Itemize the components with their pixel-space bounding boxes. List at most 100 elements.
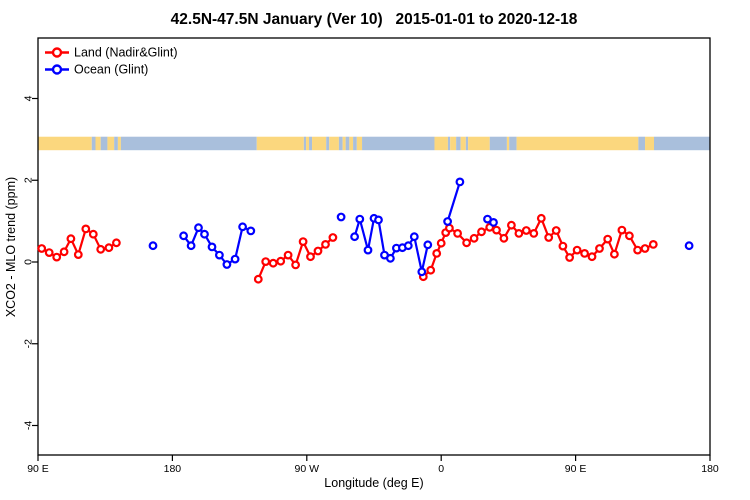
- data-point-ocean: [386, 253, 395, 263]
- data-point-land: [306, 252, 315, 262]
- data-point-land: [66, 234, 76, 244]
- data-point-ocean: [684, 241, 694, 251]
- map-strip-land-segment: [329, 136, 339, 151]
- data-point-land: [432, 248, 442, 258]
- y-axis-title: XCO2 - MLO trend (ppm): [4, 177, 18, 317]
- data-point-land: [96, 244, 106, 254]
- plot-frame: [37, 37, 711, 456]
- data-point-ocean: [443, 217, 453, 226]
- data-point-land: [507, 220, 516, 230]
- plot-area: 90 E 180 90 W 0 90 E 180 -4 -2 0 2 4: [23, 37, 719, 475]
- data-point-land: [633, 245, 642, 255]
- data-point-land: [261, 257, 271, 267]
- data-point-land: [536, 213, 546, 223]
- data-point-land: [617, 225, 627, 235]
- data-point-land: [313, 246, 323, 256]
- data-point-land: [276, 256, 286, 266]
- map-strip-land-segment: [356, 136, 363, 151]
- map-strip-land-segment: [516, 136, 639, 151]
- data-point-land: [298, 237, 308, 247]
- data-point-land: [565, 253, 574, 262]
- data-point-land: [81, 224, 91, 234]
- data-point-ocean: [374, 215, 383, 225]
- data-point-ocean: [238, 222, 248, 232]
- x-tick-label: 90 E: [27, 463, 49, 475]
- chart-title: 42.5N-47.5N January (Ver 10) 2015-01-01 …: [171, 11, 578, 28]
- data-point-land: [603, 234, 613, 244]
- data-point-land: [453, 228, 463, 238]
- map-strip-ocean-segment: [362, 136, 435, 151]
- map-strip-ocean-segment: [654, 136, 710, 151]
- map-strip-ocean-segment: [326, 136, 330, 151]
- data-point-land: [73, 250, 83, 260]
- data-point-ocean: [200, 229, 209, 239]
- data-point-land: [426, 265, 436, 275]
- x-axis-title: Longitude (deg E): [324, 476, 423, 490]
- x-tick-label: 0: [438, 463, 444, 475]
- data-point-land: [253, 274, 263, 284]
- map-strip-ocean-segment: [509, 136, 517, 151]
- data-point-ocean: [207, 242, 217, 252]
- map-strip-ocean-segment: [309, 136, 313, 151]
- data-point-ocean: [417, 267, 427, 277]
- map-strip-land-segment: [256, 136, 304, 151]
- map-strip-land-segment: [434, 136, 448, 151]
- map-strip-ocean-segment: [100, 136, 108, 151]
- data-point-land: [492, 225, 501, 235]
- map-strip-ocean-segment: [353, 136, 357, 151]
- map-strip-land-segment: [117, 136, 121, 151]
- data-point-ocean: [350, 232, 360, 242]
- chart-legend: Land (Nadir&Glint) Ocean (Glint): [45, 46, 178, 77]
- map-strip-ocean-segment: [465, 136, 469, 151]
- data-point-land: [436, 238, 446, 248]
- data-point-land: [111, 238, 121, 248]
- data-point-land: [291, 260, 301, 270]
- map-strip-land-segment: [312, 136, 327, 151]
- map-strip-land-segment: [468, 136, 490, 151]
- map-strip-land-segment: [506, 136, 510, 151]
- data-point-land: [558, 241, 568, 251]
- data-point-land: [587, 252, 597, 262]
- data-point-ocean: [489, 217, 498, 227]
- data-point-land: [462, 238, 472, 248]
- map-strip-land-segment: [95, 136, 101, 151]
- data-point-land: [514, 228, 524, 238]
- data-point-land: [469, 233, 479, 243]
- legend-ocean-label: Ocean (Glint): [74, 63, 148, 77]
- y-tick-label: 0: [23, 259, 35, 265]
- legend-land-marker-icon: [51, 47, 63, 58]
- data-point-ocean: [214, 250, 224, 260]
- data-point-ocean: [409, 232, 419, 242]
- legend-item-ocean: Ocean (Glint): [45, 63, 148, 77]
- data-point-land: [580, 248, 589, 258]
- map-strip-ocean-segment: [338, 136, 343, 151]
- map-strip-ocean-segment: [489, 136, 507, 151]
- x-tick-label: 90 W: [295, 463, 320, 475]
- data-point-land: [595, 244, 604, 253]
- y-tick-label: -4: [23, 421, 35, 430]
- data-point-land: [477, 227, 486, 237]
- data-point-land: [104, 243, 114, 253]
- data-point-land: [544, 233, 554, 242]
- x-tick-label: 180: [164, 463, 182, 475]
- series-line-ocean: [446, 180, 461, 223]
- data-point-land: [529, 228, 539, 238]
- x-tick-label: 180: [701, 463, 719, 475]
- map-strip-ocean-segment: [120, 136, 257, 151]
- data-point-ocean: [455, 177, 465, 187]
- map-strip-ocean-segment: [91, 136, 96, 151]
- data-point-land: [625, 231, 634, 241]
- data-point-land: [521, 226, 531, 235]
- legend-land-label: Land (Nadir&Glint): [74, 46, 178, 60]
- data-point-ocean: [186, 241, 196, 251]
- data-point-ocean: [246, 226, 256, 236]
- data-point-land: [648, 239, 658, 249]
- x-tick-label: 90 E: [565, 463, 587, 475]
- map-strip-land-segment: [342, 136, 346, 151]
- data-point-land: [610, 249, 619, 259]
- data-point-land: [59, 247, 69, 257]
- map-strip-ocean-segment: [345, 136, 350, 151]
- data-point-land: [321, 239, 330, 249]
